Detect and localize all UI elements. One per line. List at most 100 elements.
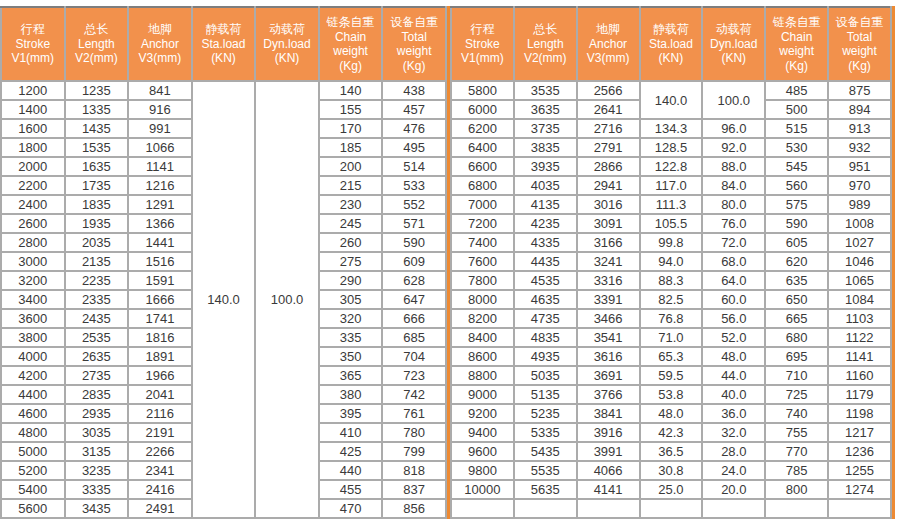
cell-length: 4135 xyxy=(514,195,577,214)
cell-chain-weight: 635 xyxy=(765,271,828,290)
cell-length: 1635 xyxy=(65,157,129,176)
header-line: 设备自重 xyxy=(383,15,445,30)
cell-length: 4735 xyxy=(514,309,577,328)
cell-stroke: 10000 xyxy=(451,480,514,499)
header-line: 设备自重 xyxy=(829,15,890,30)
table-row: 98005535406630.824.07851255 xyxy=(451,461,891,480)
cell-dyn-load: 88.0 xyxy=(702,157,765,176)
cell-total-weight: 951 xyxy=(828,157,891,176)
cell-total-weight: 590 xyxy=(382,233,446,252)
cell-length: 1535 xyxy=(65,138,129,157)
cell-total-weight: 970 xyxy=(828,176,891,195)
cell-stroke: 8000 xyxy=(451,290,514,309)
cell-anchor: 1291 xyxy=(128,195,192,214)
table-row: 90005135376653.840.07251179 xyxy=(451,385,891,404)
header-line: Total xyxy=(829,30,890,45)
header-line: (KN) xyxy=(193,51,255,66)
cell-length: 1335 xyxy=(65,100,129,119)
cell-anchor: 4141 xyxy=(577,480,640,499)
cell-chain-weight: 665 xyxy=(765,309,828,328)
cell-length: 2535 xyxy=(65,328,129,347)
cell-length: 3435 xyxy=(65,499,129,518)
cell-total-weight: 1122 xyxy=(828,328,891,347)
table-row: 680040352941117.084.0560970 xyxy=(451,176,891,195)
cell-length: 2135 xyxy=(65,252,129,271)
column-header-dyn-load: 动载荷Dyn.load(KN) xyxy=(255,7,319,81)
cell-total-weight: 1179 xyxy=(828,385,891,404)
column-header-stroke: 行程StrokeV1(mm) xyxy=(1,7,65,81)
cell-stroke: 1600 xyxy=(1,119,65,138)
cell-anchor: 3166 xyxy=(577,233,640,252)
cell-chain-weight: 455 xyxy=(319,480,383,499)
header-line: Sta.load xyxy=(641,37,702,52)
table-row: 640038352791128.592.0530932 xyxy=(451,138,891,157)
header-line: Chain xyxy=(766,30,827,45)
cell-stroke: 8200 xyxy=(451,309,514,328)
cell-anchor: 2641 xyxy=(577,100,640,119)
cell-length: 3735 xyxy=(514,119,577,138)
cell-sta-load: 76.8 xyxy=(640,309,703,328)
table-row: 86004935361665.348.06951141 xyxy=(451,347,891,366)
header-row: 行程StrokeV1(mm)总长LengthV2(mm)地脚AnchorV3(m… xyxy=(1,7,446,81)
cell-total-weight: 457 xyxy=(382,100,446,119)
cell-stroke: 3200 xyxy=(1,271,65,290)
orange-divider-wrap: 行程StrokeV1(mm)总长LengthV2(mm)地脚AnchorV3(m… xyxy=(447,6,895,519)
cell-total-weight: 761 xyxy=(382,404,446,423)
header-line: Length xyxy=(66,37,128,52)
table-row: 700041353016111.380.0575989 xyxy=(451,195,891,214)
cell-chain-weight: 620 xyxy=(765,252,828,271)
cell-length: 4035 xyxy=(514,176,577,195)
cell-anchor: 3241 xyxy=(577,252,640,271)
cell-chain-weight: 350 xyxy=(319,347,383,366)
cell-total-weight: 1217 xyxy=(828,423,891,442)
cell-length: 4335 xyxy=(514,233,577,252)
column-header-length: 总长LengthV2(mm) xyxy=(65,7,129,81)
column-header-anchor: 地脚AnchorV3(mm) xyxy=(128,7,192,81)
cell-total-weight: 818 xyxy=(382,461,446,480)
cell-total-weight: 1141 xyxy=(828,347,891,366)
cell-stroke: 2800 xyxy=(1,233,65,252)
cell-chain-weight: 575 xyxy=(765,195,828,214)
header-line: Sta.load xyxy=(193,37,255,52)
cell-sta-load: 71.0 xyxy=(640,328,703,347)
cell-anchor: 1441 xyxy=(128,233,192,252)
header-line: V2(mm) xyxy=(66,51,128,66)
cell-length: 3135 xyxy=(65,442,129,461)
cell-chain-weight: 200 xyxy=(319,157,383,176)
cell-stroke: 8600 xyxy=(451,347,514,366)
cell-anchor: 3691 xyxy=(577,366,640,385)
cell-sta-load-merged: 140.0 xyxy=(640,81,703,119)
cell-anchor: 3541 xyxy=(577,328,640,347)
cell-stroke: 6200 xyxy=(451,119,514,138)
cell-length: 5635 xyxy=(514,480,577,499)
cell-total-weight xyxy=(828,499,891,518)
cell-anchor: 1816 xyxy=(128,328,192,347)
cell-anchor: 1366 xyxy=(128,214,192,233)
header-line: (KN) xyxy=(256,51,318,66)
cell-chain-weight: 170 xyxy=(319,119,383,138)
cell-length: 3635 xyxy=(514,100,577,119)
cell-length: 5135 xyxy=(514,385,577,404)
cell-chain-weight: 650 xyxy=(765,290,828,309)
table-row: 92005235384148.036.07401198 xyxy=(451,404,891,423)
cell-stroke: 2400 xyxy=(1,195,65,214)
cell-stroke: 3800 xyxy=(1,328,65,347)
cell-stroke: 4800 xyxy=(1,423,65,442)
cell-dyn-load: 96.0 xyxy=(702,119,765,138)
header-line: weight xyxy=(829,44,890,59)
cell-length: 1435 xyxy=(65,119,129,138)
header-line: (KN) xyxy=(641,51,702,66)
cell-length: 2635 xyxy=(65,347,129,366)
cell-anchor: 2416 xyxy=(128,480,192,499)
table-row: 580035352566140.0100.0485875 xyxy=(451,81,891,100)
header-line: 静载荷 xyxy=(193,22,255,37)
spec-table-left: 行程StrokeV1(mm)总长LengthV2(mm)地脚AnchorV3(m… xyxy=(0,6,447,519)
cell-total-weight: 932 xyxy=(828,138,891,157)
cell-chain-weight: 605 xyxy=(765,233,828,252)
cell-stroke: 3600 xyxy=(1,309,65,328)
cell-stroke: 7200 xyxy=(451,214,514,233)
cell-anchor: 2491 xyxy=(128,499,192,518)
cell-anchor: 1066 xyxy=(128,138,192,157)
cell-length: 3535 xyxy=(514,81,577,100)
header-line: Stroke xyxy=(452,37,513,52)
